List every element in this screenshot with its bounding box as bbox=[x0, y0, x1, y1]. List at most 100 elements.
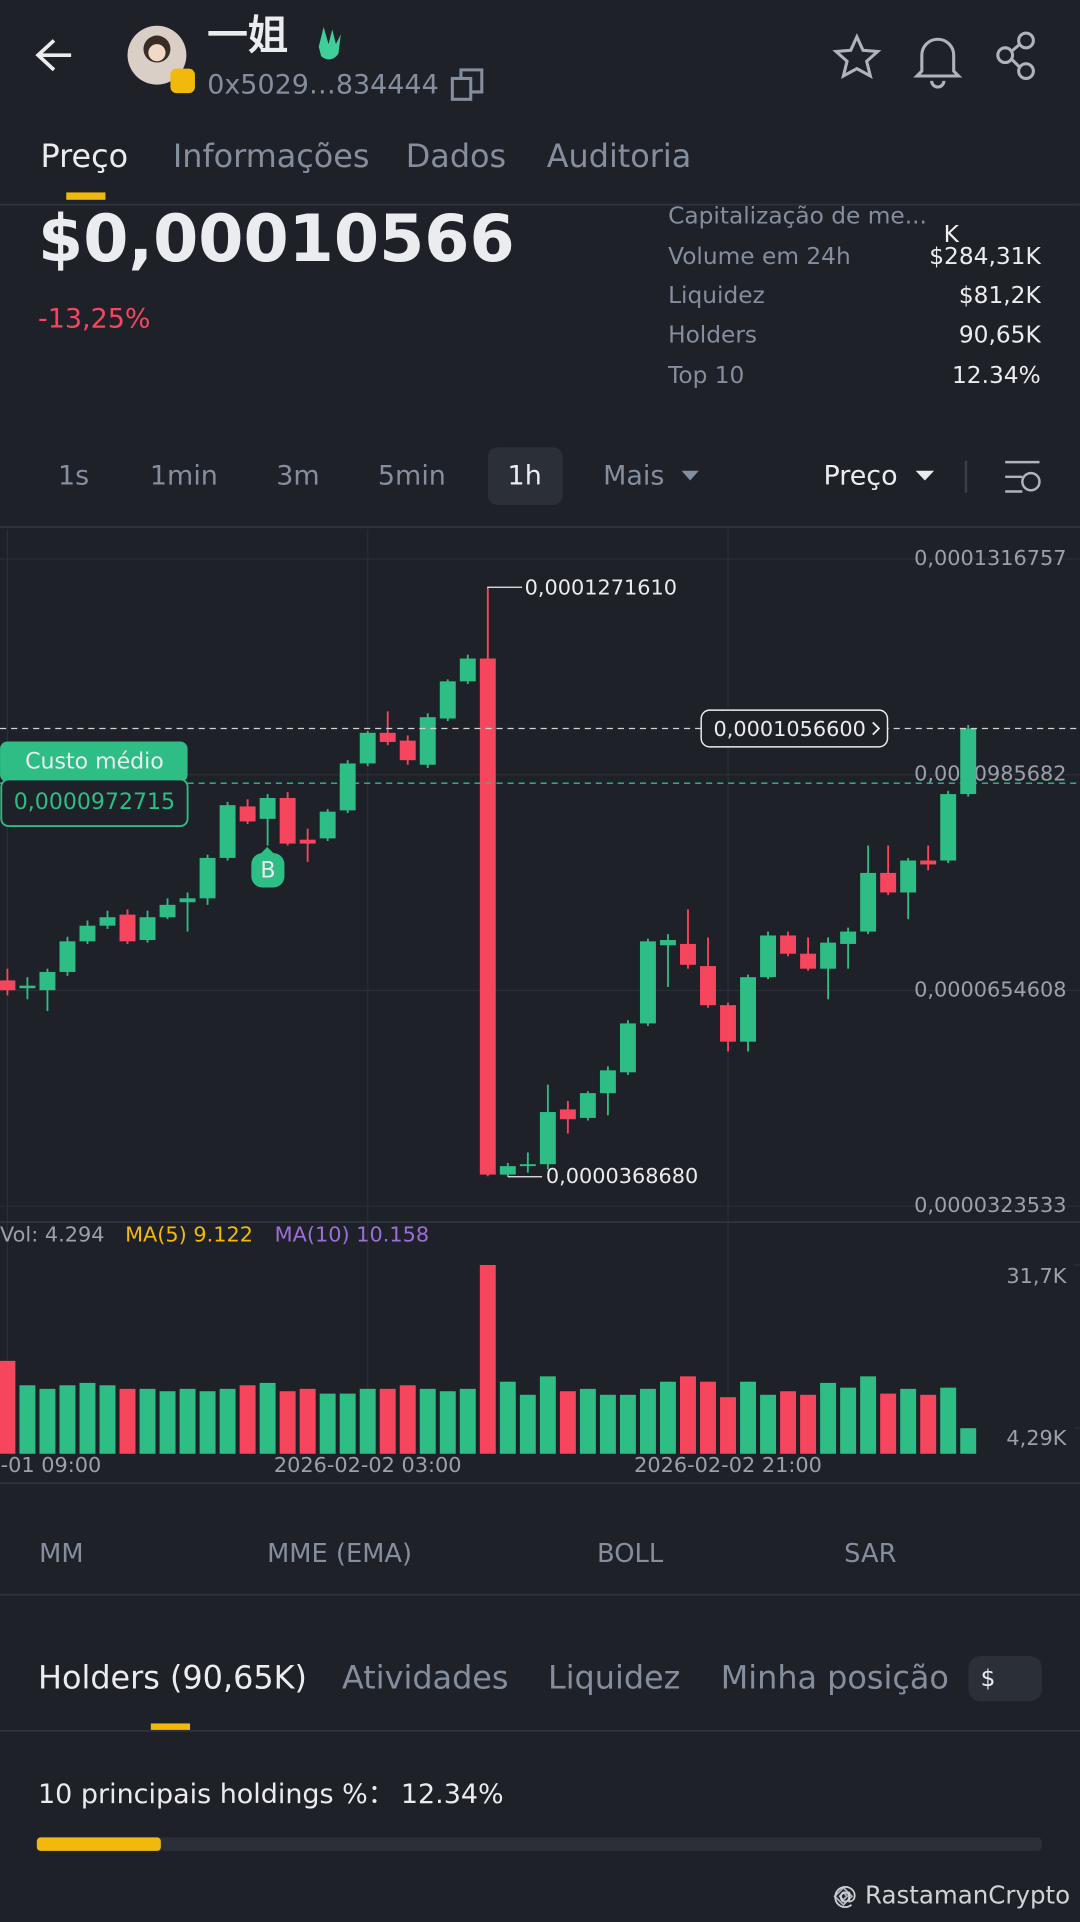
timeframe[interactable]: 1s bbox=[58, 460, 89, 491]
candle-body bbox=[659, 940, 676, 946]
volume-bar bbox=[239, 1385, 256, 1454]
last-price-box[interactable] bbox=[700, 709, 889, 748]
candle-body bbox=[199, 857, 216, 899]
volume-bar bbox=[820, 1382, 837, 1454]
holders-tab[interactable]: Holders (90,65K) bbox=[38, 1658, 307, 1696]
volume-bar bbox=[880, 1393, 897, 1454]
holders-tab[interactable]: Atividades bbox=[342, 1658, 508, 1696]
candle-body bbox=[720, 1005, 736, 1042]
candle-body bbox=[539, 1112, 556, 1165]
stat-label: Capitalização de me... bbox=[668, 202, 927, 229]
alert-button[interactable] bbox=[913, 37, 963, 89]
volume-tick-label: 31,7K bbox=[1006, 1264, 1067, 1288]
timeframe[interactable]: 5min bbox=[378, 460, 446, 491]
volume-bar bbox=[279, 1391, 296, 1454]
y-tick-label: 0,0000985682 bbox=[914, 762, 1066, 786]
last-price-label: 0,0001056600 bbox=[713, 717, 865, 741]
holdings-track bbox=[36, 1837, 1042, 1851]
stat-label: Liquidez bbox=[668, 282, 765, 309]
volume-bar bbox=[199, 1391, 216, 1454]
watermark: @ RastamanCrypto bbox=[833, 1880, 1070, 1909]
volume-bar bbox=[840, 1387, 857, 1454]
candle-body bbox=[920, 860, 937, 865]
low-label: 0,0000368680 bbox=[546, 1164, 698, 1188]
candle-body bbox=[279, 797, 296, 844]
indicators: MM MME (EMA) BOLL SAR bbox=[39, 1539, 896, 1569]
candle-body bbox=[880, 872, 897, 893]
candle-body bbox=[359, 732, 376, 764]
timeframe[interactable]: 3m bbox=[276, 460, 319, 491]
candle-body bbox=[740, 977, 756, 1042]
tab[interactable]: Informações bbox=[173, 137, 370, 175]
candle-body bbox=[419, 717, 436, 765]
candle-body bbox=[39, 971, 56, 991]
candle-body bbox=[139, 917, 156, 941]
timeframe[interactable]: Mais bbox=[603, 460, 664, 491]
chart-settings-button[interactable] bbox=[1005, 460, 1041, 493]
candle-body bbox=[319, 811, 336, 839]
candle-body bbox=[840, 931, 857, 944]
volume-bar bbox=[59, 1385, 76, 1454]
volume-bar bbox=[219, 1388, 236, 1454]
price-mode-caret bbox=[915, 470, 935, 481]
volume-bar bbox=[39, 1388, 56, 1454]
holders-tab[interactable]: Minha posição bbox=[721, 1658, 949, 1696]
volume-bar bbox=[499, 1381, 516, 1454]
indicator[interactable]: SAR bbox=[844, 1539, 896, 1569]
x-tick-label: 2026-02-02 21:00 bbox=[634, 1453, 822, 1477]
indicator[interactable]: MM bbox=[39, 1539, 83, 1569]
volume-bar bbox=[79, 1382, 96, 1454]
candle-body bbox=[800, 953, 817, 969]
volume-legend: MA(5) 9.122 bbox=[125, 1223, 253, 1247]
candle-body bbox=[459, 658, 476, 682]
candle-body bbox=[599, 1070, 616, 1094]
candle-body bbox=[960, 728, 977, 795]
price-change: -13,25% bbox=[38, 303, 151, 334]
volume-bar bbox=[159, 1391, 176, 1454]
indicator[interactable]: BOLL bbox=[597, 1539, 664, 1569]
price-value: $0,00010566 bbox=[38, 202, 515, 277]
watermark-icon bbox=[833, 1886, 854, 1907]
currency-toggle[interactable] bbox=[968, 1656, 1042, 1702]
avg-cost-label: 0,0000972715 bbox=[14, 790, 175, 815]
indicator[interactable]: MME (EMA) bbox=[267, 1539, 412, 1569]
tab[interactable]: Auditoria bbox=[547, 137, 692, 175]
price-mode[interactable]: Preço bbox=[823, 460, 897, 491]
holders-tab[interactable]: Liquidez bbox=[548, 1658, 680, 1696]
timeframe[interactable]: 1min bbox=[150, 460, 218, 491]
tab[interactable]: Dados bbox=[406, 137, 506, 175]
candle-body bbox=[399, 740, 416, 761]
volume-bar bbox=[19, 1385, 36, 1454]
candle-body bbox=[900, 860, 917, 893]
buy-marker[interactable] bbox=[251, 853, 285, 888]
volume-bar bbox=[339, 1393, 356, 1454]
currency-label: $ bbox=[981, 1665, 996, 1692]
volume-bar bbox=[720, 1397, 736, 1454]
volume-bar bbox=[419, 1388, 436, 1454]
candle-body bbox=[299, 839, 316, 844]
volume-bar bbox=[740, 1381, 756, 1454]
timeframe[interactable]: 1h bbox=[508, 460, 542, 491]
candle-body bbox=[0, 980, 16, 991]
favorite-button[interactable] bbox=[832, 33, 882, 80]
tab[interactable]: Preço bbox=[41, 137, 129, 175]
volume-bar bbox=[99, 1385, 116, 1454]
volume-bar bbox=[920, 1394, 937, 1454]
token-address: 0x5029…834444 bbox=[207, 69, 439, 100]
x-tick-label: 2026-02-02 03:00 bbox=[274, 1453, 462, 1477]
candle-body bbox=[19, 985, 36, 989]
x-tick-label: 2026-02-01 09:00 bbox=[0, 1453, 101, 1477]
tab-indicator bbox=[66, 192, 106, 200]
volume-bar bbox=[940, 1387, 957, 1454]
candle-body bbox=[439, 681, 456, 719]
share-button[interactable] bbox=[996, 31, 1035, 80]
holdings-label: 10 principais holdings %： bbox=[38, 1779, 395, 1810]
token-title: 一姐 bbox=[207, 11, 288, 59]
candlestick-chart: 0,0001316757 0,0000985682 0,0000654608 0,00… bbox=[0, 529, 1080, 1477]
volume-bar bbox=[579, 1388, 596, 1454]
tabs: Preço Informações Dados Auditoria bbox=[41, 137, 692, 175]
avg-cost-name: Custo médio bbox=[25, 749, 164, 774]
volume-bar bbox=[519, 1394, 536, 1454]
back-button[interactable] bbox=[35, 39, 72, 72]
